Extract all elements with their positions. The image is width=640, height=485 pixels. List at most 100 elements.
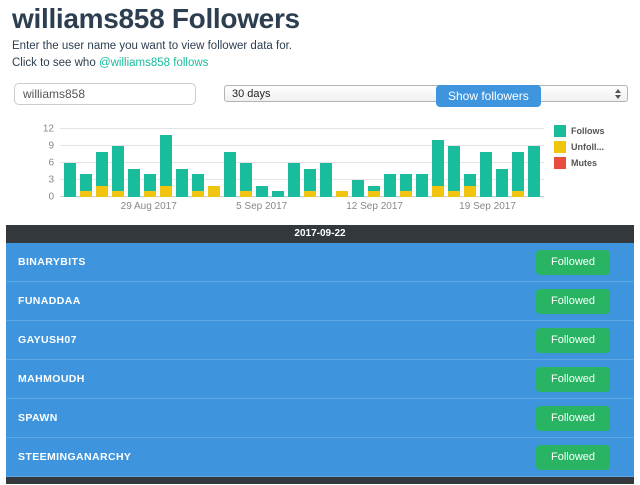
bar-segment-follows xyxy=(64,163,76,197)
bar-segment-unfollows xyxy=(144,191,156,197)
chart-plot: 0 3 6 9 12 29 Aug 2017 5 Sep 2017 12 Sep 2017 1… xyxy=(43,124,544,212)
bar-segment-follows xyxy=(224,151,236,197)
chart-bars xyxy=(62,129,542,197)
x-tick-label: 12 Sep 2017 xyxy=(346,201,403,212)
bar-day-6 xyxy=(144,129,156,197)
follower-form: 30 days Show followers xyxy=(12,83,628,109)
legend-item-follows[interactable]: Follows xyxy=(554,125,626,137)
bar-day-26 xyxy=(464,129,476,197)
show-followers-button[interactable]: Show followers xyxy=(436,85,541,107)
followed-button[interactable]: Followed xyxy=(536,405,610,431)
bar-day-1 xyxy=(64,129,76,197)
bar-day-4 xyxy=(112,129,124,197)
bar-day-9 xyxy=(192,129,204,197)
bar-segment-unfollows xyxy=(512,191,524,197)
bar-segment-follows xyxy=(320,163,332,197)
bar-day-21 xyxy=(384,129,396,197)
bar-segment-follows xyxy=(128,168,140,197)
bar-segment-follows xyxy=(416,174,428,197)
bar-segment-follows xyxy=(256,185,268,197)
bar-day-11 xyxy=(224,129,236,197)
bar-segment-follows xyxy=(528,146,540,197)
followed-button[interactable]: Followed xyxy=(536,366,610,392)
follower-name: SPAWN xyxy=(18,412,58,424)
followed-button[interactable]: Followed xyxy=(536,249,610,275)
follower-name: FUNADDAA xyxy=(18,295,81,307)
bar-segment-unfollows xyxy=(368,191,380,197)
follower-row: MAHMOUDH Followed xyxy=(6,360,634,399)
bar-segment-follows xyxy=(448,146,460,192)
bar-day-12 xyxy=(240,129,252,197)
gridline-12 xyxy=(60,128,544,129)
bar-day-28 xyxy=(496,129,508,197)
bar-day-17 xyxy=(320,129,332,197)
bar-segment-unfollows xyxy=(240,191,252,197)
click-text-prefix: Click to see who xyxy=(12,57,99,69)
bar-day-20 xyxy=(368,129,380,197)
follower-name: MAHMOUDH xyxy=(18,373,85,385)
bar-segment-unfollows xyxy=(208,185,220,197)
bar-segment-follows xyxy=(96,151,108,186)
follower-row: SPAWN Followed xyxy=(6,399,634,438)
bar-segment-follows xyxy=(304,168,316,192)
bar-segment-follows xyxy=(80,174,92,192)
bar-segment-follows xyxy=(240,163,252,192)
followed-button[interactable]: Followed xyxy=(536,444,610,470)
bar-segment-follows xyxy=(432,140,444,186)
period-select[interactable]: 30 days xyxy=(224,85,628,102)
bar-segment-follows xyxy=(368,185,380,192)
follower-name: STEEMINGANARCHY xyxy=(18,451,132,463)
bar-segment-unfollows xyxy=(336,191,348,197)
follower-rows: BINARYBITS Followed FUNADDAA Followed GAYUSH… xyxy=(6,243,634,477)
followers-table: 2017-09-22 BINARYBITS Followed FUNADDAA Fol… xyxy=(6,225,634,484)
y-tick-label-3: 3 xyxy=(48,174,54,186)
follower-row: STEEMINGANARCHY Followed xyxy=(6,438,634,477)
gridline-3 xyxy=(60,179,544,180)
x-tick-label: 19 Sep 2017 xyxy=(459,201,516,212)
follower-row: BINARYBITS Followed xyxy=(6,243,634,282)
legend-label: Unfoll... xyxy=(571,142,604,152)
followed-button[interactable]: Followed xyxy=(536,288,610,314)
bar-segment-unfollows xyxy=(304,191,316,197)
bar-segment-follows xyxy=(176,168,188,197)
y-tick-label-9: 9 xyxy=(48,140,54,152)
bar-day-16 xyxy=(304,129,316,197)
gridline-6 xyxy=(60,162,544,163)
legend-swatch-icon xyxy=(554,125,566,137)
bar-segment-follows xyxy=(112,146,124,192)
bar-day-7 xyxy=(160,129,172,197)
period-select-value: 30 days xyxy=(232,87,271,100)
bar-day-30 xyxy=(528,129,540,197)
follower-row: GAYUSH07 Followed xyxy=(6,321,634,360)
bar-segment-unfollows xyxy=(112,191,124,197)
bar-segment-follows xyxy=(480,151,492,197)
main-content: williams858 Followers Enter the user nam… xyxy=(0,4,640,217)
follows-link[interactable]: @williams858 follows xyxy=(98,57,209,69)
bar-segment-unfollows xyxy=(464,185,476,197)
select-stepper-icon xyxy=(615,88,623,99)
bar-day-18 xyxy=(336,129,348,197)
legend-swatch-icon xyxy=(554,141,566,153)
bar-day-3 xyxy=(96,129,108,197)
bar-segment-unfollows xyxy=(96,185,108,197)
legend-item-mutes[interactable]: Mutes xyxy=(554,157,626,169)
bar-day-14 xyxy=(272,129,284,197)
bar-segment-follows xyxy=(400,174,412,192)
follower-name: GAYUSH07 xyxy=(18,334,77,346)
bar-segment-follows xyxy=(144,174,156,192)
username-input[interactable] xyxy=(14,83,196,105)
bar-segment-follows xyxy=(496,168,508,197)
bar-segment-unfollows xyxy=(160,185,172,197)
followed-button[interactable]: Followed xyxy=(536,327,610,353)
legend-swatch-icon xyxy=(554,157,566,169)
bar-day-22 xyxy=(400,129,412,197)
bar-segment-follows xyxy=(192,174,204,192)
chart-legend: Follows Unfoll... Mutes xyxy=(554,125,626,173)
x-tick-label: 5 Sep 2017 xyxy=(236,201,288,212)
bar-day-13 xyxy=(256,129,268,197)
legend-item-unfollows[interactable]: Unfoll... xyxy=(554,141,626,153)
y-tick-label-6: 6 xyxy=(48,157,54,169)
bar-day-2 xyxy=(80,129,92,197)
bar-segment-unfollows xyxy=(80,191,92,197)
y-tick-label-12: 12 xyxy=(42,123,54,135)
